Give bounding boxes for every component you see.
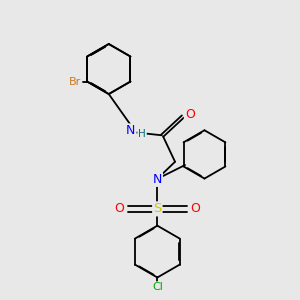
Text: O: O [191, 202, 201, 215]
Text: H: H [138, 129, 146, 140]
Text: S: S [153, 202, 161, 215]
Text: Cl: Cl [152, 282, 163, 292]
Text: Br: Br [69, 76, 82, 86]
Text: N: N [153, 173, 162, 186]
Text: O: O [114, 202, 124, 215]
Text: N: N [126, 124, 136, 137]
Text: O: O [185, 108, 195, 121]
